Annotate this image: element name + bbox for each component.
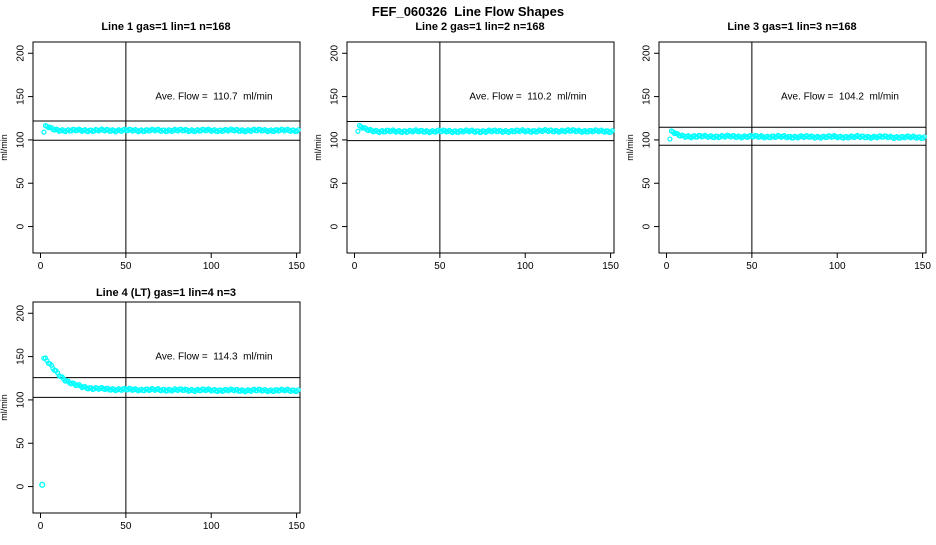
- subplot-title-line3: Line 3 gas=1 lin=3 n=168: [727, 21, 857, 33]
- svg-text:200: 200: [16, 304, 27, 321]
- subplot-title-line1: Line 1 gas=1 lin=1 n=168: [101, 21, 231, 33]
- data-series: [355, 122, 615, 136]
- reference-lines: [347, 42, 614, 253]
- subplot-title-line4: Line 4 (LT) gas=1 lin=4 n=3: [95, 287, 237, 299]
- svg-text:150: 150: [914, 261, 931, 272]
- svg-text:0: 0: [330, 223, 341, 229]
- svg-text:0: 0: [642, 223, 653, 229]
- y-axis-label: ml/min: [313, 134, 323, 161]
- svg-text:0: 0: [38, 521, 44, 532]
- x-axis: 0 50 100 150: [38, 513, 305, 532]
- subplot-2: 0 50 100 150 200 ml/min 0 50 100 150: [313, 41, 619, 272]
- y-axis: 0 50 100 150 200 ml/min: [0, 304, 33, 489]
- y-axis-label: ml/min: [0, 134, 9, 161]
- svg-text:150: 150: [16, 348, 27, 365]
- ave-flow-label-line4: Ave. Flow = 114.3 ml/min: [155, 351, 273, 363]
- svg-text:100: 100: [203, 521, 220, 532]
- data-series: [667, 128, 927, 142]
- subplot-4: 0 50 100 150 200 ml/min 0 50 100 150: [0, 301, 305, 532]
- data-series: [41, 123, 301, 135]
- svg-text:50: 50: [120, 521, 132, 532]
- ave-flow-label-line1: Ave. Flow = 110.7 ml/min: [155, 91, 273, 103]
- plot-box: [346, 41, 615, 254]
- ave-flow-label-line2: Ave. Flow = 110.2 ml/min: [469, 91, 587, 103]
- figure-title: FEF_060326 Line Flow Shapes: [371, 4, 565, 19]
- svg-text:150: 150: [288, 261, 305, 272]
- reference-lines: [33, 42, 300, 253]
- svg-text:200: 200: [16, 44, 27, 61]
- y-axis-label: ml/min: [625, 134, 635, 161]
- svg-text:50: 50: [434, 261, 446, 272]
- x-axis: 0 50 100 150: [352, 253, 619, 272]
- y-axis: 0 50 100 150 200 ml/min: [0, 44, 33, 229]
- svg-text:150: 150: [16, 88, 27, 105]
- svg-text:150: 150: [288, 521, 305, 532]
- plot-box: [32, 301, 301, 514]
- plot-box: [658, 41, 927, 254]
- svg-text:50: 50: [330, 177, 341, 189]
- svg-text:100: 100: [642, 131, 653, 148]
- svg-text:0: 0: [16, 483, 27, 489]
- svg-text:100: 100: [330, 131, 341, 148]
- svg-text:100: 100: [517, 261, 534, 272]
- svg-text:50: 50: [120, 261, 132, 272]
- svg-text:150: 150: [642, 88, 653, 105]
- svg-text:0: 0: [352, 261, 358, 272]
- svg-text:100: 100: [16, 391, 27, 408]
- svg-text:150: 150: [602, 261, 619, 272]
- x-axis: 0 50 100 150: [38, 253, 305, 272]
- svg-text:50: 50: [746, 261, 758, 272]
- outlier-point: [39, 481, 46, 488]
- ave-flow-label-line3: Ave. Flow = 104.2 ml/min: [781, 91, 899, 103]
- reference-lines: [659, 42, 926, 253]
- y-axis: 0 50 100 150 200 ml/min: [625, 44, 659, 229]
- svg-text:100: 100: [16, 131, 27, 148]
- x-axis: 0 50 100 150: [664, 253, 931, 272]
- subplot-3: 0 50 100 150 200 ml/min 0 50 100 150: [625, 41, 931, 272]
- svg-text:50: 50: [16, 177, 27, 189]
- subplot-title-line2: Line 2 gas=1 lin=2 n=168: [415, 21, 545, 33]
- reference-lines: [33, 302, 300, 513]
- y-axis-label: ml/min: [0, 394, 9, 421]
- svg-text:150: 150: [330, 88, 341, 105]
- y-axis: 0 50 100 150 200 ml/min: [313, 44, 347, 229]
- data-series: [39, 355, 301, 488]
- svg-text:200: 200: [642, 44, 653, 61]
- svg-text:100: 100: [203, 261, 220, 272]
- svg-text:200: 200: [330, 44, 341, 61]
- subplot-1: 0 50 100 150 200 ml/min 0 50 100 150: [0, 41, 305, 272]
- svg-text:0: 0: [664, 261, 670, 272]
- plot-box: [32, 41, 301, 254]
- svg-text:0: 0: [38, 261, 44, 272]
- svg-text:50: 50: [16, 437, 27, 449]
- svg-text:50: 50: [642, 177, 653, 189]
- svg-text:0: 0: [16, 223, 27, 229]
- svg-text:100: 100: [829, 261, 846, 272]
